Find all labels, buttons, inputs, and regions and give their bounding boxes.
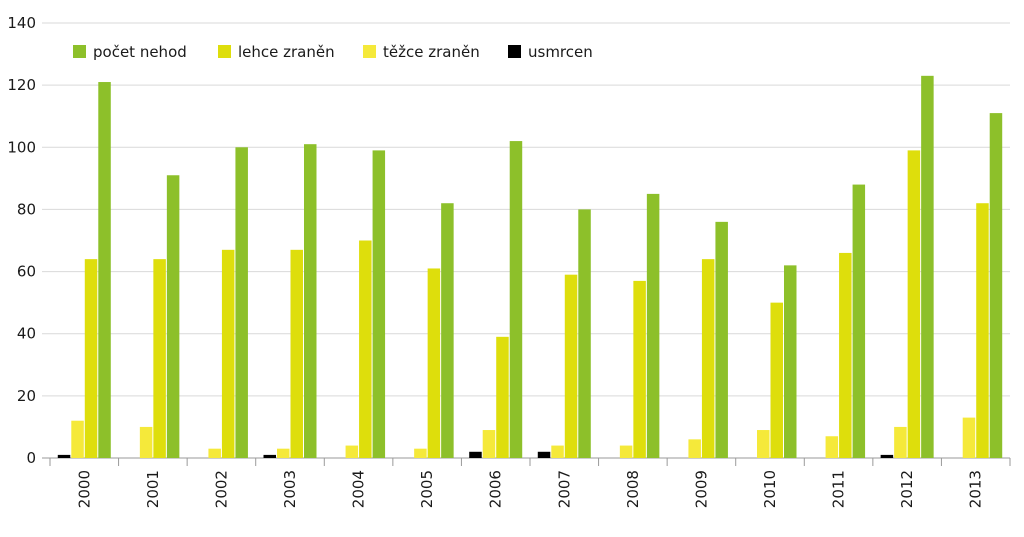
bar-počet-nehod-2001 [166, 175, 180, 458]
bar-počet-nehod-2005 [441, 203, 454, 458]
bars [57, 75, 1003, 459]
bar-těžce-zraněn-2012 [894, 426, 907, 458]
bar-lehce-zraněn-2013 [976, 203, 989, 458]
bar-usmrcen-2012 [880, 454, 894, 458]
x-tick-label: 2009 [692, 470, 710, 508]
y-tick-label: 120 [7, 76, 36, 94]
bar-usmrcen-2003 [263, 454, 276, 458]
bar-lehce-zraněn-2005 [427, 268, 441, 458]
x-tick-label: 2004 [350, 470, 368, 508]
bar-počet-nehod-2000 [98, 82, 111, 459]
bar-lehce-zraněn-2008 [633, 280, 646, 458]
bar-těžce-zraněn-2007 [551, 445, 564, 458]
x-tick-label: 2002 [212, 470, 230, 508]
legend-label: počet nehod [93, 43, 187, 61]
bar-počet-nehod-2004 [372, 150, 386, 458]
legend-swatch [73, 45, 86, 58]
bar-těžce-zraněn-2002 [208, 448, 221, 458]
y-tick-label: 20 [17, 387, 36, 405]
bar-počet-nehod-2013 [989, 113, 1003, 458]
bar-těžce-zraněn-2001 [139, 426, 153, 458]
x-tick-label: 2001 [144, 470, 162, 508]
bar-těžce-zraněn-2005 [414, 448, 427, 458]
x-tick-label: 2003 [281, 470, 299, 508]
x-tick-label: 2011 [830, 470, 848, 508]
bar-těžce-zraněn-2013 [962, 417, 976, 458]
y-tick-label: 40 [17, 325, 36, 343]
bar-těžce-zraněn-2010 [757, 430, 770, 458]
x-tick-label: 2012 [898, 470, 916, 508]
bar-počet-nehod-2002 [235, 147, 248, 459]
legend-swatch [363, 45, 376, 58]
bar-počet-nehod-2007 [578, 209, 591, 458]
bar-těžce-zraněn-2006 [482, 430, 496, 458]
bar-počet-nehod-2009 [715, 221, 728, 458]
bar-počet-nehod-2010 [784, 265, 797, 458]
legend-label: usmrcen [528, 43, 593, 61]
legend-swatch [218, 45, 231, 58]
bar-usmrcen-2006 [469, 451, 482, 458]
bar-počet-nehod-2008 [646, 193, 660, 458]
bar-usmrcen-2007 [537, 451, 551, 458]
bar-lehce-zraněn-2007 [564, 274, 578, 458]
x-tick-label: 2013 [967, 470, 985, 508]
y-tick-label: 100 [7, 138, 36, 156]
x-tick-label: 2000 [75, 470, 93, 508]
legend-label: lehce zraněn [238, 43, 335, 61]
bar-lehce-zraněn-2012 [907, 150, 921, 458]
bar-těžce-zraněn-2000 [71, 420, 84, 458]
legend-label: těžce zraněn [383, 43, 480, 61]
bar-lehce-zraněn-2001 [153, 259, 166, 458]
bar-lehce-zraněn-2006 [496, 336, 509, 458]
grid-lines [42, 22, 1010, 459]
x-tick-label: 2006 [487, 470, 505, 508]
bar-lehce-zraněn-2004 [359, 240, 372, 458]
bar-těžce-zraněn-2004 [345, 445, 359, 458]
legend-swatch [508, 45, 521, 58]
bar-těžce-zraněn-2008 [619, 445, 633, 458]
y-tick-label: 80 [17, 200, 36, 218]
y-tick-label: 0 [26, 449, 36, 467]
bar-lehce-zraněn-2002 [221, 249, 235, 458]
legend: počet nehod lehce zraněn těžce zraněn usmrc… [73, 43, 593, 61]
bar-těžce-zraněn-2003 [277, 448, 290, 458]
bar-usmrcen-2000 [57, 454, 71, 458]
bar-počet-nehod-2006 [509, 141, 523, 459]
bar-lehce-zraněn-2003 [290, 249, 303, 458]
bar-počet-nehod-2012 [921, 75, 934, 459]
bar-počet-nehod-2003 [304, 144, 317, 458]
y-axis: 0 20 40 60 80 100 120 140 [7, 14, 36, 467]
bar-počet-nehod-2011 [852, 184, 866, 459]
y-tick-label: 140 [7, 14, 36, 32]
bar-lehce-zraněn-2010 [770, 302, 783, 458]
x-axis: 2000 2001 2002 2003 2004 2005 2006 2007 2008 2009… [49, 458, 1011, 508]
y-tick-label: 60 [17, 263, 36, 281]
x-tick-label: 2010 [761, 470, 779, 508]
bar-lehce-zraněn-2000 [84, 259, 98, 458]
bar-lehce-zraněn-2009 [701, 259, 715, 458]
bar-těžce-zraněn-2009 [688, 439, 701, 458]
x-tick-label: 2007 [555, 470, 573, 508]
bar-těžce-zraněn-2011 [825, 436, 839, 458]
x-tick-label: 2005 [418, 470, 436, 508]
bar-lehce-zraněn-2011 [839, 252, 852, 458]
x-tick-label: 2008 [624, 470, 642, 508]
